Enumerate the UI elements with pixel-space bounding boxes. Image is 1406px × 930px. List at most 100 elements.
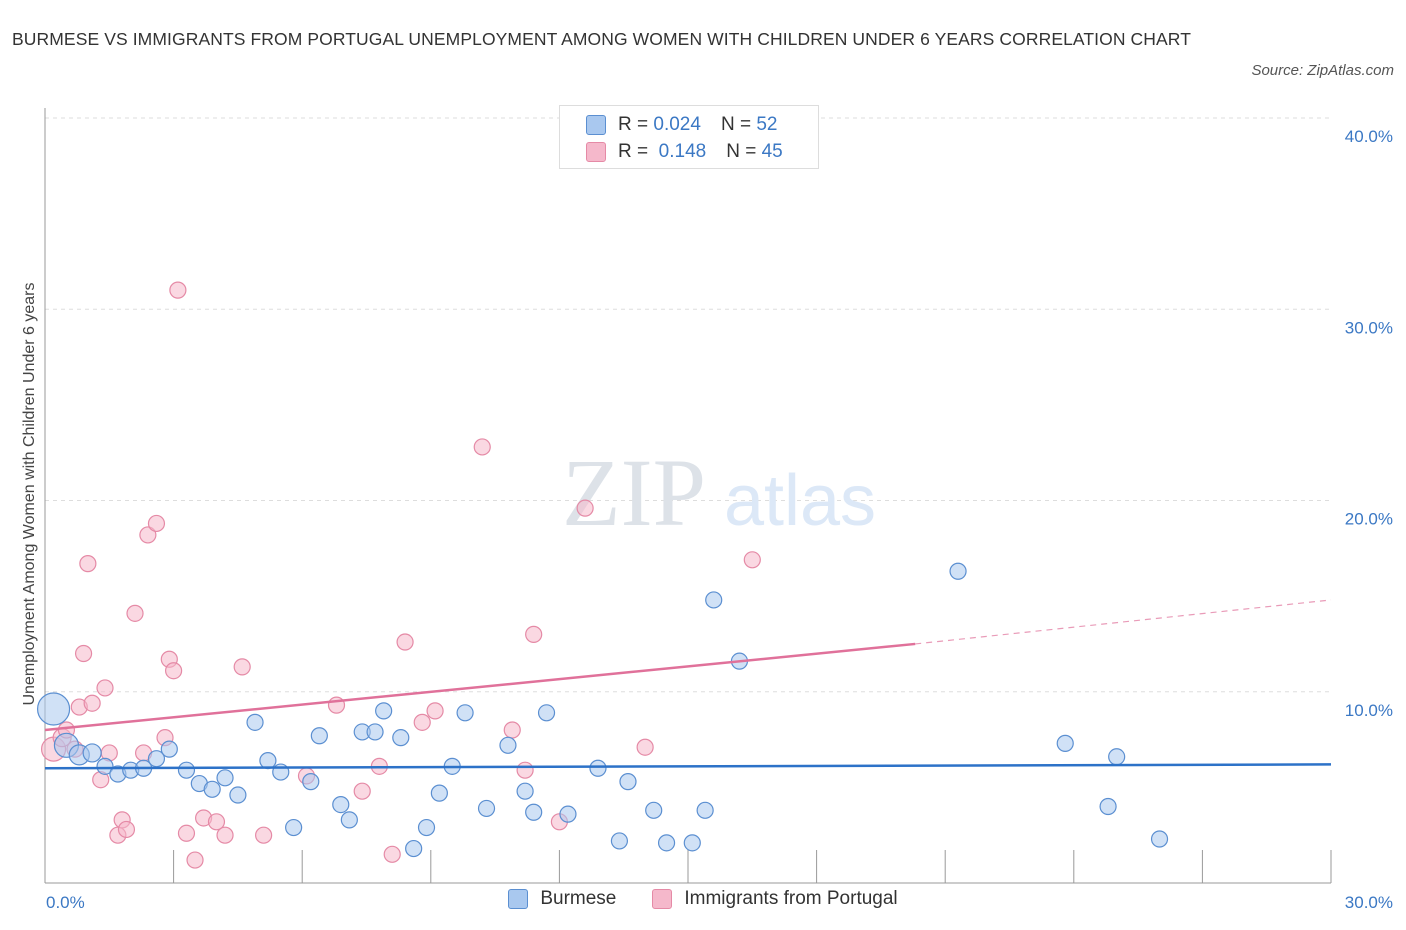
burmese-point <box>96 757 114 775</box>
burmese-point <box>610 832 629 850</box>
n-label: N = <box>726 141 757 162</box>
portugal-point <box>207 813 226 831</box>
burmese-point <box>516 782 534 800</box>
portugal-point <box>79 555 97 573</box>
portugal-point <box>525 625 543 643</box>
burmese-point <box>203 780 221 798</box>
portugal-point <box>186 851 204 869</box>
portugal-trend-extension <box>915 599 1332 645</box>
n-value: 52 <box>756 114 778 135</box>
legend-row-portugal: R = 0.148 N = 45 <box>586 139 783 165</box>
portugal-point <box>503 721 521 739</box>
legend-item-burmese[interactable]: Burmese <box>508 888 616 910</box>
y-tick-label: 30.0% <box>1345 318 1393 337</box>
y-tick-label: 20.0% <box>1345 510 1393 529</box>
portugal-point <box>743 551 761 569</box>
series-legend: Burmese Immigrants from Portugal <box>0 888 1406 910</box>
burmese-point <box>392 729 410 747</box>
burmese-point <box>1099 797 1117 816</box>
burmese-point <box>160 740 178 758</box>
n-value: 45 <box>761 141 783 162</box>
burmese-point <box>177 761 196 779</box>
tick-labels: 10.0% 20.0% 30.0% 40.0% 0.0% 30.0% <box>46 127 1393 912</box>
r-label: R = <box>618 114 649 135</box>
legend-label: Burmese <box>540 888 617 909</box>
portugal-point <box>169 281 187 299</box>
burmese-point <box>456 704 474 722</box>
burmese-point <box>705 591 723 609</box>
r-value: 0.024 <box>653 114 701 135</box>
y-tick-label: 40.0% <box>1345 127 1393 146</box>
burmese-point <box>1108 748 1126 766</box>
burmese-point <box>525 803 543 821</box>
portugal-point <box>233 658 251 676</box>
burmese-point <box>645 801 663 819</box>
burmese-swatch <box>508 889 529 909</box>
portugal-swatch <box>586 142 606 162</box>
portugal-point <box>516 761 534 779</box>
watermark-atlas: atlas <box>724 461 876 541</box>
burmese-point <box>332 795 350 814</box>
correlation-legend: R = 0.024 N = 52 R = 0.148 N = 45 <box>559 105 819 169</box>
burmese-point <box>696 801 714 819</box>
portugal-trend-line <box>44 642 916 732</box>
r-value: 0.148 <box>658 141 707 162</box>
burmese-point <box>285 818 303 837</box>
portugal-point <box>165 662 183 680</box>
grid-lines <box>45 117 1331 693</box>
y-tick-label: 10.0% <box>1345 701 1393 720</box>
burmese-point <box>619 773 637 791</box>
portugal-point <box>473 438 491 456</box>
portugal-point <box>177 824 196 842</box>
portugal-point <box>74 644 93 663</box>
legend-label: Immigrants from Portugal <box>684 888 898 909</box>
portugal-point <box>126 604 144 622</box>
portugal-point <box>96 679 114 697</box>
burmese-point <box>259 751 277 770</box>
burmese-trend-line <box>44 763 1332 770</box>
burmese-point <box>430 784 448 802</box>
burmese-swatch <box>586 115 606 135</box>
portugal-point <box>353 782 371 800</box>
watermark: ZIP atlas <box>562 439 876 546</box>
portugal-point <box>576 499 594 517</box>
burmese-point <box>82 743 102 763</box>
burmese-point <box>229 786 247 804</box>
legend-item-portugal[interactable]: Immigrants from Portugal <box>652 888 898 910</box>
trend-lines <box>44 599 1332 770</box>
burmese-point <box>499 736 517 754</box>
burmese-point <box>589 759 607 777</box>
burmese-point <box>1150 830 1169 848</box>
burmese-point <box>1056 734 1074 752</box>
burmese-point <box>216 769 234 787</box>
burmese-point <box>246 713 264 731</box>
portugal-point <box>83 694 101 712</box>
portugal-swatch <box>652 889 673 909</box>
burmese-point <box>559 805 577 823</box>
burmese-point <box>310 727 328 745</box>
burmese-point <box>405 839 423 858</box>
r-label: R = <box>618 141 649 162</box>
burmese-point <box>340 811 358 829</box>
portugal-point <box>255 826 273 844</box>
n-label: N = <box>720 114 752 135</box>
source-label: Source: ZipAtlas.com <box>1251 62 1394 79</box>
burmese-point <box>949 562 967 580</box>
watermark-zip: ZIP <box>562 439 706 546</box>
burmese-point <box>417 818 436 837</box>
burmese-point <box>657 834 676 852</box>
legend-row-burmese: R = 0.024 N = 52 <box>586 112 777 138</box>
portugal-point <box>396 633 414 651</box>
chart-title: BURMESE VS IMMIGRANTS FROM PORTUGAL UNEM… <box>12 29 1192 49</box>
portugal-point <box>383 845 401 863</box>
portugal-point <box>413 713 431 731</box>
burmese-point <box>366 723 384 741</box>
portugal-point <box>117 820 136 839</box>
burmese-point <box>36 692 71 726</box>
portugal-point <box>636 738 654 756</box>
portugal-point <box>426 702 444 720</box>
burmese-point <box>683 834 701 852</box>
x-tick-label: 0.0% <box>46 893 85 912</box>
burmese-point <box>302 773 320 791</box>
